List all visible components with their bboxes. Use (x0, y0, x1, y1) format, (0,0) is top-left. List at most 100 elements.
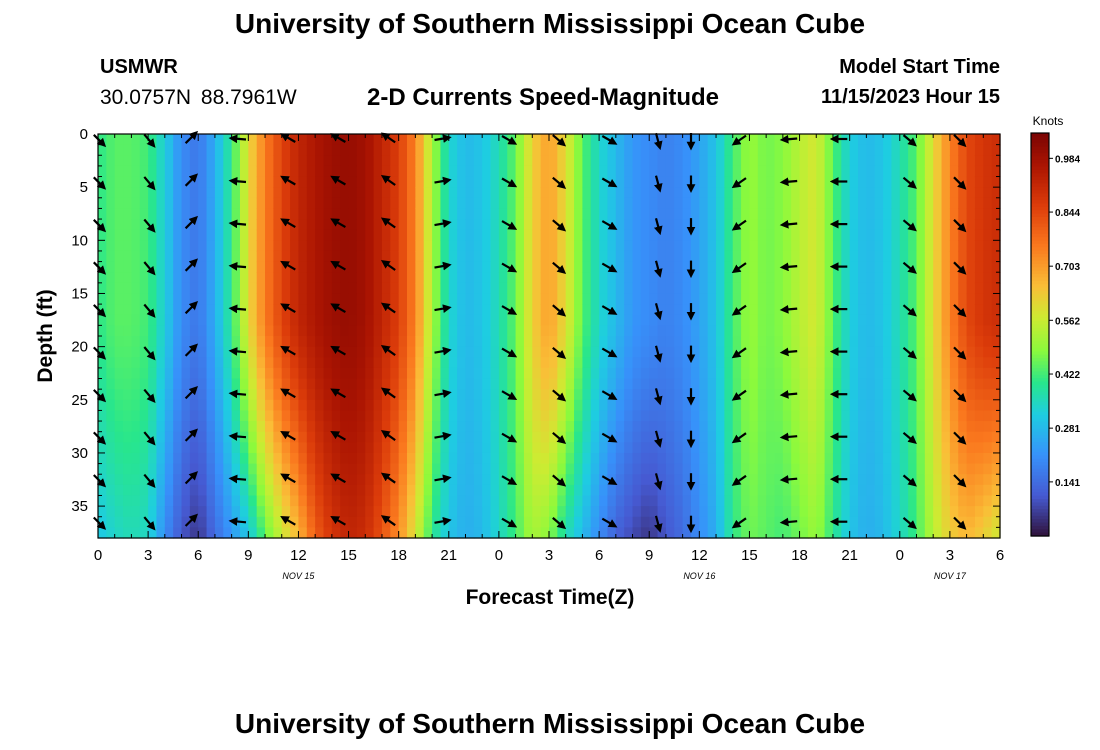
heat-cell (849, 516, 859, 528)
colorbar-segment (1031, 364, 1049, 369)
heat-cell (858, 197, 867, 210)
heat-cell (148, 506, 158, 518)
heat-cell (348, 261, 358, 273)
heat-cell (407, 474, 416, 486)
colorbar-segment (1031, 361, 1049, 366)
heat-cell (991, 155, 1001, 167)
heat-cell (599, 399, 609, 412)
heat-cell (290, 431, 300, 443)
current-vector (280, 175, 296, 186)
heat-cell (891, 474, 901, 486)
heat-cell (782, 463, 792, 475)
heat-cell (365, 155, 375, 167)
heat-cell (749, 250, 759, 263)
heat-cell (716, 229, 725, 241)
heat-cell (139, 516, 149, 528)
heat-cell (306, 187, 316, 199)
heat-cell (724, 452, 734, 465)
current-vector (601, 262, 618, 273)
heat-cell (966, 506, 976, 518)
heat-cell (223, 474, 233, 486)
heat-cell (624, 187, 634, 199)
heat-cell (991, 527, 1001, 539)
heat-cell (991, 421, 1001, 433)
heat-cell (457, 304, 467, 316)
heat-cell (523, 197, 533, 210)
heat-cell (866, 410, 876, 422)
heat-cell (674, 516, 684, 528)
heat-cell (473, 336, 483, 348)
heat-cell (523, 229, 533, 241)
heat-cell (874, 304, 884, 316)
heat-cell (507, 240, 517, 252)
heat-cell (832, 506, 842, 518)
heat-cell (874, 293, 884, 305)
heat-cell (624, 484, 634, 497)
heat-cell (716, 325, 725, 337)
heat-cell (657, 527, 667, 539)
heat-cell (465, 325, 475, 337)
heat-cell (498, 250, 508, 263)
heat-cell (214, 219, 224, 231)
heat-cell (557, 144, 567, 156)
heat-cell (365, 272, 375, 284)
heat-cell (114, 325, 124, 337)
heat-cell (106, 314, 116, 326)
heat-cell (256, 144, 266, 156)
heat-cell (139, 442, 149, 454)
heat-cell (206, 421, 216, 433)
heat-cell (114, 155, 124, 167)
heat-cell (523, 165, 533, 178)
current-vector (653, 218, 663, 236)
colorbar-segment (1031, 307, 1049, 312)
current-vector (184, 343, 198, 357)
heat-cell (139, 314, 149, 326)
colorbar-segment (1031, 220, 1049, 225)
heat-cell (674, 155, 684, 167)
heat-cell (323, 516, 333, 528)
heat-cell (173, 187, 183, 199)
heat-cell (933, 293, 943, 305)
heat-cell (106, 474, 116, 486)
heat-cell (690, 272, 700, 284)
heat-cell (114, 421, 124, 433)
heat-cell (198, 250, 208, 263)
heat-cell (782, 187, 792, 199)
heat-cell (523, 144, 533, 156)
heat-cell (741, 527, 751, 539)
heat-cell (866, 336, 876, 348)
colorbar-segment (1031, 485, 1049, 490)
heat-cell (223, 144, 233, 156)
heat-cell (749, 495, 759, 507)
heat-cell (899, 229, 909, 241)
heat-cell (298, 452, 308, 465)
heat-cell (557, 484, 567, 497)
heat-cell (716, 219, 725, 231)
heat-cell (507, 293, 517, 305)
heat-cell (682, 208, 692, 220)
current-vector (184, 428, 198, 442)
colorbar-segment (1031, 166, 1049, 171)
heat-cell (381, 155, 391, 167)
heat-cell (490, 261, 500, 273)
heat-cell (557, 463, 567, 475)
heat-cell (949, 208, 959, 220)
heat-cell (348, 378, 358, 390)
heat-cell (148, 325, 158, 337)
heat-cell (407, 208, 416, 220)
heat-cell (123, 272, 133, 284)
heat-cell (448, 314, 458, 326)
heat-cell (198, 346, 208, 358)
heat-cell (599, 506, 609, 518)
heat-cell (198, 325, 208, 337)
heat-cell (365, 325, 375, 337)
heat-cell (599, 463, 609, 475)
heat-cell (716, 367, 725, 380)
heat-cell (983, 421, 993, 433)
heat-cell (265, 442, 274, 454)
heat-cell (248, 272, 258, 284)
heat-cell (607, 410, 617, 422)
heat-cell (340, 176, 350, 188)
heat-cell (356, 346, 366, 358)
heat-cell (866, 474, 876, 486)
